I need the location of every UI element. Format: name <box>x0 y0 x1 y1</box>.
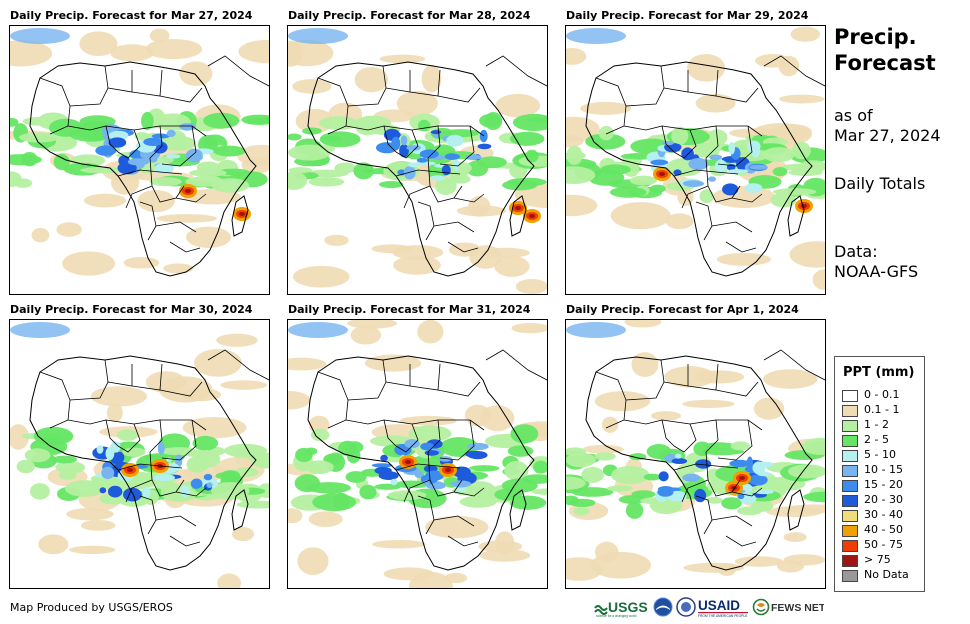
map-graphic <box>10 28 269 277</box>
data-source-value: NOAA-GFS <box>834 262 919 281</box>
usaid-logo-tagline: FROM THE AMERICAN PEOPLE <box>698 614 748 618</box>
panel-title: Daily Precip. Forecast for Mar 28, 2024 <box>288 9 531 22</box>
legend-swatch <box>842 465 858 477</box>
map-graphic <box>10 322 269 588</box>
usaid-logo-text: USAID <box>698 598 740 613</box>
usgs-logo: USGS science for a changing world <box>594 596 650 622</box>
panel-title: Daily Precip. Forecast for Mar 31, 2024 <box>288 303 531 316</box>
legend-label: 5 - 10 <box>864 448 896 461</box>
precip-map <box>565 319 826 589</box>
panel-title: Daily Precip. Forecast for Apr 1, 2024 <box>566 303 799 316</box>
legend-label: 0 - 0.1 <box>864 388 900 401</box>
legend-swatch <box>842 570 858 582</box>
noaa-logo-icon <box>653 596 673 622</box>
legend-label: 0.1 - 1 <box>864 403 900 416</box>
legend-swatch <box>842 450 858 462</box>
legend-swatch <box>842 525 858 537</box>
legend-label: 40 - 50 <box>864 523 903 536</box>
usgs-logo-tagline: science for a changing world <box>596 614 637 618</box>
product-title: Precip. Forecast <box>834 24 964 76</box>
map-credit: Map Produced by USGS/EROS <box>10 601 173 614</box>
legend-title: PPT (mm) <box>843 365 915 380</box>
panel-title: Daily Precip. Forecast for Mar 27, 2024 <box>10 9 253 22</box>
legend-label: > 75 <box>864 553 891 566</box>
map-graphic <box>288 320 547 588</box>
precip-map <box>9 319 270 589</box>
legend-swatch <box>842 420 858 432</box>
legend-label: 1 - 2 <box>864 418 889 431</box>
as-of-value: Mar 27, 2024 <box>834 126 941 145</box>
data-source-label: Data: <box>834 242 878 261</box>
legend-label: 2 - 5 <box>864 433 889 446</box>
legend-swatch <box>842 405 858 417</box>
precip-map <box>9 25 270 295</box>
legend-label: 15 - 20 <box>864 478 903 491</box>
precip-map <box>565 25 826 295</box>
legend-swatch <box>842 510 858 522</box>
legend-label: 20 - 30 <box>864 493 903 506</box>
as-of-date: as of Mar 27, 2024 <box>834 106 964 146</box>
map-graphic <box>566 320 825 581</box>
product-title-line1: Precip. <box>834 25 917 49</box>
legend-swatch <box>842 480 858 492</box>
map-graphic <box>566 26 825 290</box>
map-graphic <box>288 28 547 294</box>
legend-label: No Data <box>864 568 909 581</box>
legend-label: 30 - 40 <box>864 508 903 521</box>
doc-seal-icon <box>676 596 696 622</box>
legend-swatch <box>842 495 858 507</box>
legend-label: 50 - 75 <box>864 538 903 551</box>
legend-swatch <box>842 555 858 567</box>
product-title-line2: Forecast <box>834 51 936 75</box>
totals-label: Daily Totals <box>834 174 926 193</box>
panel-title: Daily Precip. Forecast for Mar 29, 2024 <box>566 9 809 22</box>
fews-net-logo: FEWS NET <box>752 596 826 622</box>
legend-label: 10 - 15 <box>864 463 903 476</box>
legend: PPT (mm) 0 - 0.1 0.1 - 1 1 - 2 2 - 5 5 - 10 1… <box>834 356 925 592</box>
precip-map <box>287 319 548 589</box>
fews-net-text: FEWS NET <box>771 602 824 614</box>
data-source: Data: NOAA-GFS <box>834 242 964 282</box>
precip-map <box>287 25 548 295</box>
panel-title: Daily Precip. Forecast for Mar 30, 2024 <box>10 303 253 316</box>
legend-swatch <box>842 435 858 447</box>
usaid-logo: USAID FROM THE AMERICAN PEOPLE <box>698 596 750 622</box>
usgs-logo-text: USGS <box>608 599 648 615</box>
legend-swatch <box>842 540 858 552</box>
legend-swatch <box>842 390 858 402</box>
as-of-label: as of <box>834 106 873 125</box>
